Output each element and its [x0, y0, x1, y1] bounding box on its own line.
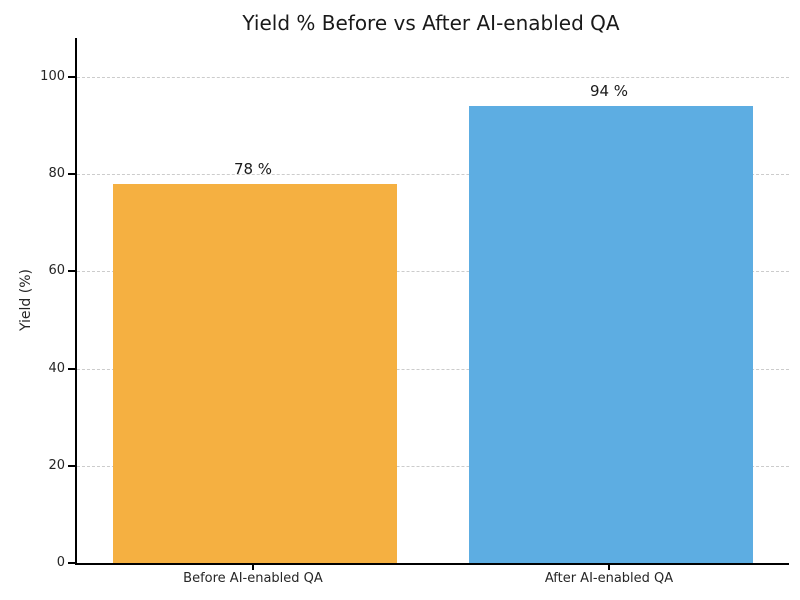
y-tick-mark — [68, 464, 75, 467]
chart-title: Yield % Before vs After AI-enabled QA — [242, 11, 620, 35]
gridline — [77, 465, 789, 467]
y-tick-label: 0 — [56, 555, 65, 570]
x-tick-mark — [252, 565, 254, 570]
gridline — [77, 174, 789, 176]
gridline — [77, 368, 789, 370]
y-tick-mark — [68, 367, 75, 370]
bar — [112, 183, 398, 563]
y-tick-mark — [68, 562, 75, 564]
y-tick-label: 80 — [48, 166, 65, 182]
y-tick-mark — [68, 270, 75, 273]
plot-area — [75, 38, 789, 565]
y-tick-mark — [68, 173, 75, 176]
y-tick-mark — [68, 75, 75, 78]
bar-value-label: 94 % — [589, 82, 629, 101]
x-tick-label: Before AI-enabled QA — [183, 571, 323, 586]
y-tick-label: 60 — [48, 263, 65, 279]
y-tick-label: 100 — [40, 68, 65, 84]
bar — [468, 106, 754, 563]
bar-value-label: 78 % — [233, 159, 273, 178]
gridline — [77, 271, 789, 273]
y-tick-label: 40 — [48, 360, 65, 376]
x-tick-label: After AI-enabled QA — [544, 571, 674, 586]
gridline — [77, 76, 789, 78]
x-tick-mark — [608, 565, 610, 570]
y-tick-label: 20 — [48, 457, 65, 473]
